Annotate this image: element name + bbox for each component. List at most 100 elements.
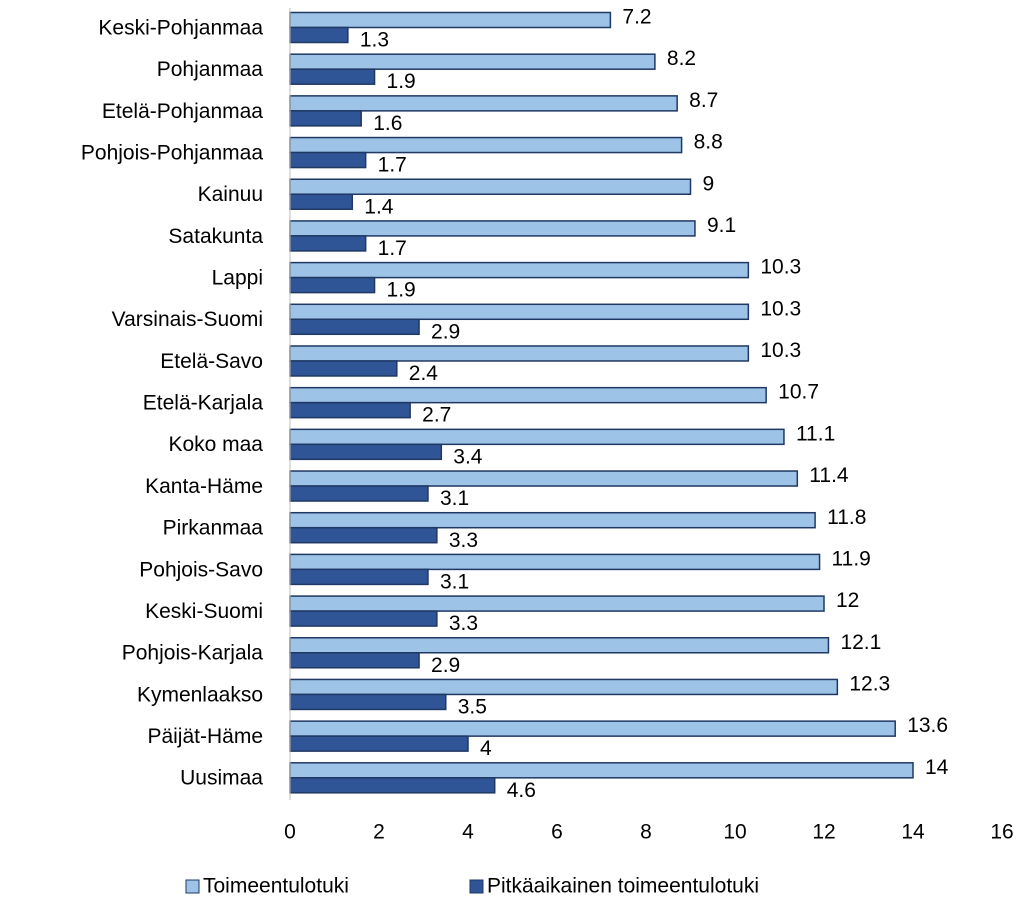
- legend-label: Pitkäaikainen toimeentulotuki: [487, 875, 759, 898]
- category-label: Pohjois-Pohjanmaa: [81, 141, 263, 164]
- data-label: 2.7: [422, 404, 451, 427]
- category-label: Etelä-Karjala: [143, 392, 264, 415]
- category-label: Uusimaa: [180, 767, 263, 790]
- bar: [289, 95, 678, 112]
- data-label: 11.9: [832, 547, 871, 570]
- data-label: 1.9: [387, 279, 416, 302]
- bar: [289, 26, 349, 44]
- data-label: 2.9: [431, 654, 460, 677]
- bar: [289, 401, 411, 419]
- bar: [289, 276, 376, 294]
- category-label: Kainuu: [198, 183, 263, 206]
- data-label: 4: [480, 737, 492, 760]
- category-label: Keski-Pohjanmaa: [98, 16, 263, 39]
- category-label: Varsinais-Suomi: [112, 308, 263, 331]
- bar: [289, 735, 469, 752]
- x-tick-label: 0: [284, 821, 296, 844]
- data-label: 1.6: [373, 112, 402, 135]
- bar: [289, 110, 362, 127]
- data-label: 8.2: [667, 47, 696, 70]
- category-label: Pohjanmaa: [157, 58, 264, 81]
- category-label: Lappi: [212, 266, 263, 289]
- data-label: 10.7: [778, 381, 819, 404]
- data-label: 7.2: [622, 6, 651, 29]
- category-label: Kanta-Häme: [145, 475, 263, 498]
- data-label: 9.1: [707, 214, 736, 237]
- bar: [289, 526, 438, 544]
- data-label: 1.7: [378, 237, 407, 260]
- bar: [289, 485, 429, 502]
- bar: [289, 345, 750, 362]
- bar: [289, 178, 692, 195]
- data-label: 8.7: [689, 89, 718, 112]
- data-label: 3.3: [449, 529, 478, 552]
- legend-label: Toimeentulotuki: [203, 875, 349, 898]
- data-label: 11.8: [827, 506, 866, 529]
- data-label: 11.1: [796, 422, 835, 445]
- data-label: 11.4: [809, 464, 849, 487]
- data-label: 8.8: [694, 131, 723, 154]
- x-tick-label: 2: [373, 821, 385, 844]
- bar: [289, 678, 839, 696]
- x-tick-label: 16: [990, 821, 1013, 844]
- data-label: 1.4: [364, 195, 394, 218]
- data-label: 4.6: [507, 779, 536, 802]
- data-label: 12.1: [840, 631, 881, 654]
- bar: [289, 652, 420, 669]
- bar: [289, 53, 656, 70]
- bar: [289, 428, 785, 446]
- bar: [289, 360, 398, 377]
- bar: [289, 235, 367, 252]
- data-label: 10.3: [760, 339, 801, 362]
- data-label: 3.4: [453, 445, 483, 468]
- data-label: 14: [925, 756, 949, 779]
- bar: [289, 720, 896, 737]
- x-tick-label: 4: [462, 821, 474, 844]
- x-tick-label: 6: [551, 821, 563, 844]
- bar: [289, 151, 367, 169]
- bar: [289, 68, 376, 85]
- bar: [289, 511, 816, 529]
- data-label: 1.9: [387, 70, 416, 93]
- data-label: 1.3: [360, 29, 389, 52]
- data-label: 2.9: [431, 320, 460, 343]
- data-label: 12.3: [849, 672, 890, 695]
- category-label: Päijät-Häme: [147, 725, 263, 748]
- bar: [289, 595, 825, 612]
- category-label: Etelä-Savo: [160, 350, 263, 373]
- data-label: 1.7: [378, 154, 407, 177]
- bar: [289, 777, 496, 794]
- data-label: 10.3: [760, 256, 801, 279]
- legend-swatch: [469, 879, 484, 894]
- data-label: 3.1: [440, 570, 469, 593]
- bar: [289, 136, 683, 154]
- bar: [289, 303, 750, 321]
- x-tick-label: 8: [640, 821, 652, 844]
- bar: [289, 220, 696, 237]
- x-tick-label: 12: [812, 821, 835, 844]
- x-tick-label: 10: [723, 821, 746, 844]
- data-label: 3.3: [449, 612, 478, 635]
- data-label: 3.5: [458, 695, 487, 718]
- bar: [289, 318, 420, 336]
- bar: [289, 11, 612, 29]
- data-label: 3.1: [440, 487, 469, 510]
- bar: [289, 470, 799, 487]
- data-label: 9: [703, 172, 715, 195]
- bar: [289, 637, 830, 654]
- data-label: 12: [836, 589, 859, 612]
- category-label: Koko maa: [168, 433, 263, 456]
- legend-swatch: [185, 879, 200, 894]
- bar: [289, 443, 443, 461]
- category-label: Etelä-Pohjanmaa: [102, 100, 263, 123]
- category-label: Pirkanmaa: [163, 517, 264, 540]
- bar: [289, 610, 438, 627]
- bar: [289, 693, 447, 711]
- x-tick-label: 14: [901, 821, 925, 844]
- data-label: 10.3: [760, 297, 801, 320]
- bar: [289, 568, 429, 586]
- bar: [289, 261, 750, 279]
- bar: [289, 553, 821, 571]
- category-label: Satakunta: [168, 225, 263, 248]
